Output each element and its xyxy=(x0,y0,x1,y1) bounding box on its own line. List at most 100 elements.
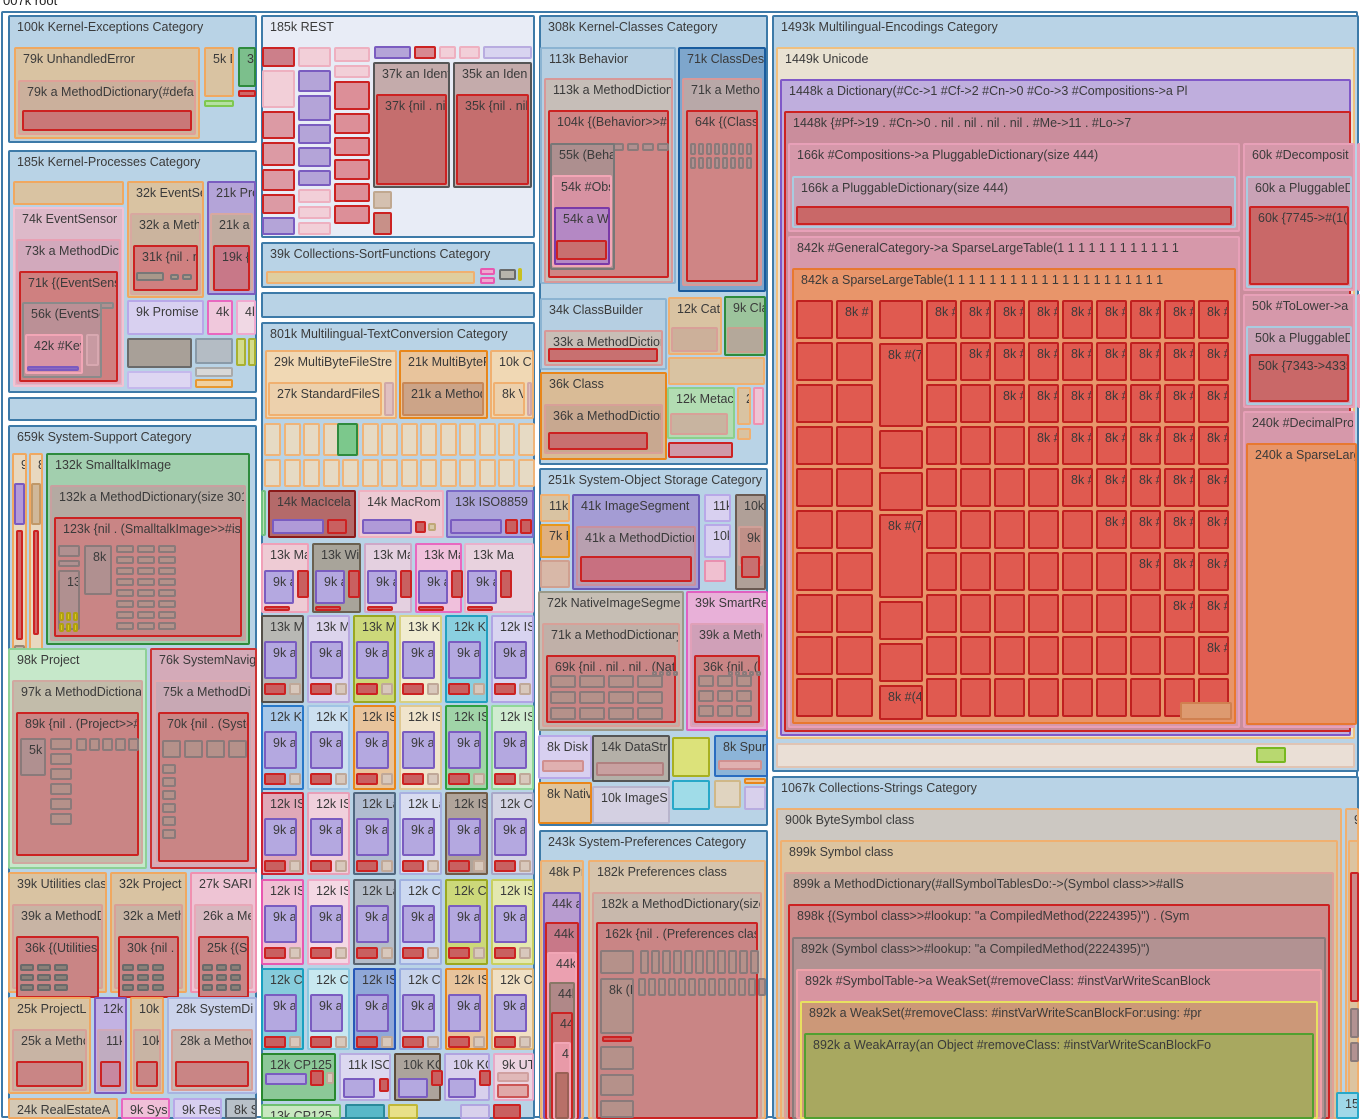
treemap-node[interactable] xyxy=(50,738,72,750)
treemap-node[interactable] xyxy=(638,978,646,996)
treemap-node[interactable] xyxy=(519,947,531,959)
treemap-node[interactable] xyxy=(335,860,347,872)
treemap-node[interactable] xyxy=(264,860,286,872)
treemap-node[interactable] xyxy=(265,1073,307,1085)
treemap-node[interactable] xyxy=(698,690,714,702)
treemap-node[interactable]: 2k xyxy=(737,387,751,425)
treemap-node[interactable]: 8k #(7 xyxy=(879,343,923,427)
treemap-node[interactable] xyxy=(796,468,833,507)
treemap-node[interactable] xyxy=(994,552,1025,591)
treemap-node[interactable]: 4k S xyxy=(236,300,256,335)
treemap-node[interactable]: 8k ( xyxy=(84,545,112,595)
treemap-node[interactable] xyxy=(836,468,873,507)
treemap-node[interactable] xyxy=(736,705,752,717)
treemap-node[interactable] xyxy=(335,947,347,959)
treemap-node[interactable] xyxy=(926,678,957,717)
treemap-node[interactable]: 8k # xyxy=(1164,594,1195,633)
treemap-node[interactable] xyxy=(479,1070,491,1086)
treemap-node[interactable] xyxy=(122,974,134,981)
treemap-node[interactable] xyxy=(494,773,516,785)
treemap-node[interactable] xyxy=(1130,678,1161,717)
treemap-node[interactable] xyxy=(1062,594,1093,633)
treemap-node[interactable] xyxy=(152,964,164,971)
treemap-node[interactable] xyxy=(334,81,370,110)
treemap-node[interactable] xyxy=(289,860,301,872)
treemap-node[interactable] xyxy=(742,671,747,676)
treemap-node[interactable] xyxy=(298,222,331,235)
treemap-node[interactable] xyxy=(289,683,301,695)
treemap-node[interactable]: 8k # xyxy=(1164,342,1195,381)
treemap-node[interactable] xyxy=(297,570,309,598)
treemap-node[interactable]: 8k # xyxy=(1062,426,1093,465)
treemap-node[interactable] xyxy=(374,46,411,59)
treemap-node[interactable]: 8k # xyxy=(1028,300,1059,339)
treemap-node[interactable] xyxy=(381,773,393,785)
treemap-node[interactable] xyxy=(158,611,176,619)
treemap-node[interactable]: 9k Promise xyxy=(127,300,204,335)
treemap-node[interactable] xyxy=(1062,678,1093,717)
treemap-node[interactable] xyxy=(796,300,833,339)
treemap-node[interactable]: 19k {( xyxy=(213,245,250,291)
treemap-node[interactable] xyxy=(836,510,873,549)
treemap-node[interactable]: 8k # xyxy=(1198,426,1229,465)
treemap-node[interactable]: 9k a D xyxy=(310,994,343,1032)
treemap-node[interactable] xyxy=(994,678,1025,717)
treemap-node[interactable] xyxy=(717,690,733,702)
treemap-node[interactable]: 8k # xyxy=(1096,384,1127,423)
treemap-node[interactable]: 8k #(4 xyxy=(879,685,923,720)
treemap-node[interactable]: 8k # xyxy=(1096,426,1127,465)
treemap-node[interactable] xyxy=(334,205,370,224)
treemap-node[interactable] xyxy=(738,978,746,996)
treemap-node[interactable] xyxy=(158,578,176,586)
treemap-node[interactable] xyxy=(310,773,332,785)
treemap-node[interactable] xyxy=(116,567,134,575)
treemap-node[interactable] xyxy=(262,169,295,191)
treemap-node[interactable] xyxy=(494,947,516,959)
treemap-node[interactable] xyxy=(550,675,576,688)
treemap-node[interactable] xyxy=(402,1036,424,1048)
treemap-node[interactable] xyxy=(362,519,412,534)
treemap-node[interactable] xyxy=(722,157,728,169)
treemap-node[interactable] xyxy=(796,426,833,465)
treemap-node[interactable] xyxy=(730,157,736,169)
treemap-node[interactable] xyxy=(497,1072,529,1082)
treemap-node[interactable]: 21k a Method xyxy=(402,382,484,416)
treemap-node[interactable]: 4k F xyxy=(207,300,233,335)
treemap-node[interactable] xyxy=(195,367,233,377)
treemap-node[interactable] xyxy=(1130,636,1161,675)
treemap-node[interactable]: 15 xyxy=(1336,1092,1359,1119)
treemap-node[interactable] xyxy=(548,432,648,450)
treemap-node[interactable] xyxy=(400,459,418,487)
treemap-node[interactable]: 70k {nil . (Syste xyxy=(158,712,249,862)
treemap-node[interactable] xyxy=(298,189,331,203)
treemap-node[interactable] xyxy=(651,950,660,974)
treemap-node[interactable] xyxy=(20,984,34,991)
treemap-node[interactable] xyxy=(448,860,470,872)
treemap-node[interactable] xyxy=(122,984,134,991)
treemap-node[interactable] xyxy=(879,300,923,339)
treemap-node[interactable] xyxy=(926,426,957,465)
treemap-node[interactable] xyxy=(322,459,340,487)
treemap-node[interactable] xyxy=(162,740,181,758)
treemap-node[interactable] xyxy=(262,194,295,214)
treemap-node[interactable]: 10k xyxy=(704,524,731,558)
treemap-node[interactable] xyxy=(310,947,332,959)
treemap-node[interactable] xyxy=(216,984,227,991)
treemap-node[interactable] xyxy=(698,157,704,169)
treemap-node[interactable] xyxy=(73,623,78,632)
treemap-node[interactable] xyxy=(555,1072,569,1119)
treemap-node[interactable]: 8k # xyxy=(1130,552,1161,591)
treemap-node[interactable] xyxy=(204,100,234,107)
treemap-node[interactable]: 9k Sys xyxy=(121,1098,170,1119)
treemap-node[interactable] xyxy=(727,327,763,353)
treemap-node[interactable] xyxy=(37,964,51,971)
treemap-node[interactable]: 8k # xyxy=(1198,384,1229,423)
treemap-node[interactable] xyxy=(659,671,664,676)
treemap-node[interactable]: 9k a D xyxy=(448,994,481,1032)
treemap-node[interactable]: 8k # xyxy=(1164,426,1195,465)
treemap-node[interactable] xyxy=(459,459,476,487)
treemap-node[interactable]: 10k ImageS xyxy=(592,786,670,824)
treemap-node[interactable] xyxy=(137,545,155,553)
treemap-node[interactable]: 9k a xyxy=(264,570,294,604)
treemap-node[interactable] xyxy=(431,1070,443,1086)
